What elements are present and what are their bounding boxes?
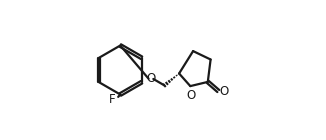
Text: O: O (146, 72, 156, 85)
Text: O: O (186, 89, 196, 102)
Text: F: F (109, 93, 116, 106)
Text: O: O (220, 85, 229, 98)
